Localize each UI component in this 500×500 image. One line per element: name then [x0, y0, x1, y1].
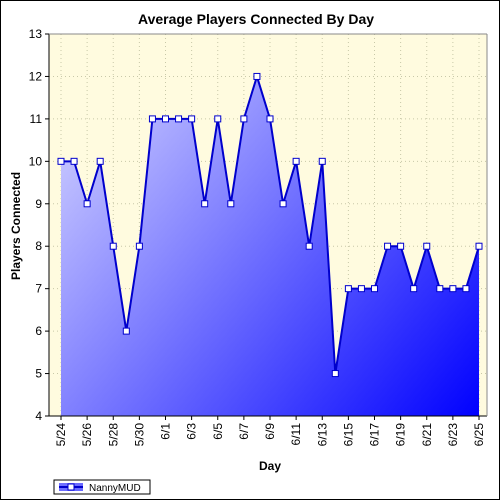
data-point — [331, 370, 339, 378]
data-point — [57, 157, 65, 165]
data-point — [436, 285, 444, 293]
x-tick-label: 6/25 — [472, 423, 486, 447]
data-point — [292, 157, 300, 165]
x-tick-label: 6/7 — [237, 423, 251, 440]
series-points — [57, 72, 483, 378]
x-axis-title: Day — [259, 459, 281, 473]
x-tick-label: 6/1 — [159, 423, 173, 440]
y-axis-title: Players Connected — [9, 172, 23, 280]
data-point — [70, 157, 78, 165]
x-tick-label: 5/28 — [106, 423, 120, 447]
x-tick-label: 6/3 — [185, 423, 199, 440]
data-point — [397, 242, 405, 250]
x-tick-labels: 5/24 5/26 5/28 5/30 6/1 6/3 6/5 6/7 6/9 6/11 6/13 6… — [54, 423, 486, 447]
data-point — [253, 72, 261, 80]
x-tick-label: 6/5 — [211, 423, 225, 440]
y-tick-label: 9 — [35, 197, 42, 211]
legend: NannyMUD — [53, 479, 151, 495]
data-point — [201, 200, 209, 208]
y-tick-label: 5 — [35, 367, 42, 381]
x-tick-label: 6/11 — [289, 423, 303, 446]
data-point — [148, 115, 156, 123]
legend-label: NannyMUD — [89, 483, 141, 494]
data-point — [423, 242, 431, 250]
data-point — [371, 285, 378, 293]
series-area — [61, 76, 479, 416]
y-tick-label: 10 — [29, 154, 43, 168]
y-tick-label: 13 — [29, 27, 43, 41]
x-tick-label: 6/9 — [263, 423, 277, 440]
y-tick-label: 11 — [30, 112, 43, 126]
data-point — [318, 157, 326, 165]
axes — [45, 33, 488, 420]
chart-title: Average Players Connected By Day — [138, 11, 374, 27]
y-tick-label: 7 — [35, 282, 42, 296]
data-point — [96, 157, 104, 165]
y-tick-labels: 4 5 6 7 8 9 10 11 12 13 — [29, 27, 43, 423]
y-tick-label: 8 — [35, 239, 42, 253]
data-point — [227, 200, 235, 208]
data-point — [410, 285, 418, 293]
data-point — [266, 115, 274, 123]
data-point — [357, 285, 365, 293]
data-point — [344, 285, 352, 293]
y-tick-label: 6 — [35, 324, 42, 338]
data-point — [188, 115, 196, 123]
x-tick-label: 6/23 — [446, 423, 460, 447]
data-point — [449, 285, 457, 293]
x-tick-label: 5/26 — [80, 423, 94, 447]
data-point — [214, 115, 222, 123]
x-tick-label: 6/17 — [368, 423, 382, 447]
data-point — [122, 327, 130, 335]
x-tick-label: 6/13 — [315, 423, 329, 447]
data-point — [305, 242, 313, 250]
data-point — [162, 115, 169, 123]
data-point — [384, 242, 392, 250]
x-tick-label: 6/19 — [394, 423, 408, 447]
y-tick-label: 12 — [29, 69, 43, 83]
legend-marker — [67, 483, 75, 491]
y-tick-label: 4 — [35, 409, 42, 423]
x-tick-label: 5/30 — [132, 423, 146, 447]
data-point — [109, 242, 117, 250]
data-point — [135, 242, 143, 250]
x-tick-label: 6/15 — [341, 423, 355, 447]
x-tick-label: 5/24 — [54, 423, 68, 447]
data-point — [475, 242, 483, 250]
data-point — [240, 115, 248, 123]
data-point — [175, 115, 183, 123]
data-point — [279, 200, 287, 208]
data-point — [83, 200, 91, 208]
data-point — [462, 285, 470, 293]
x-tick-label: 6/21 — [420, 423, 434, 447]
